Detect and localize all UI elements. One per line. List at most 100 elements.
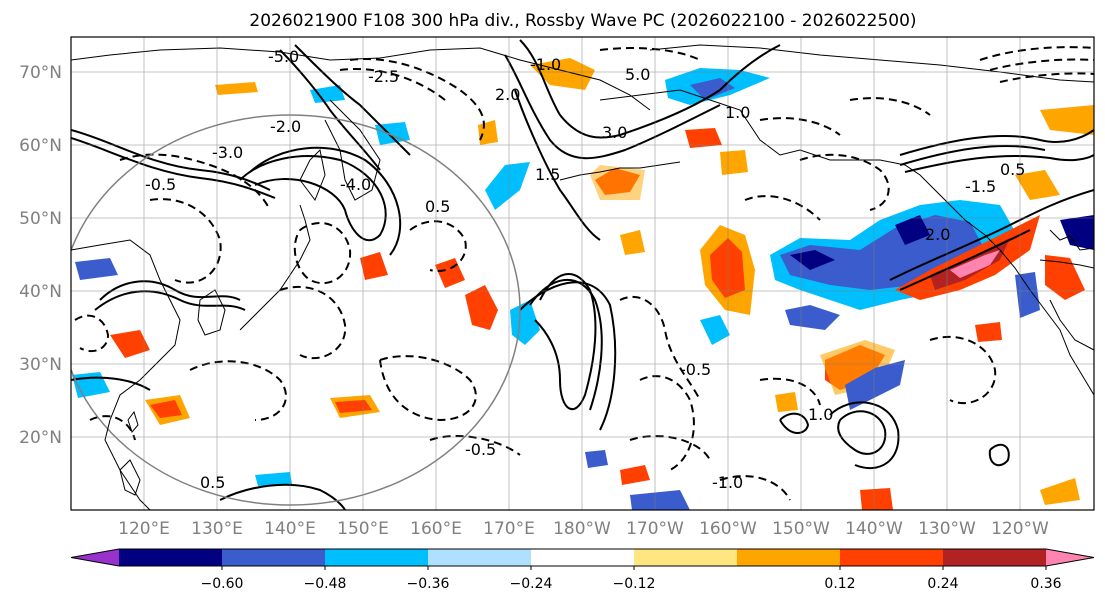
- colorbar-segment: [325, 549, 429, 566]
- contour-labels: -5.0 -2.5 -2.0 -3.0 -4.0 -1.0 -0.5 0.5 1…: [145, 47, 1025, 492]
- colorbar-segment: [119, 549, 223, 566]
- lat-label-60n: 60°N: [19, 136, 62, 156]
- contour-label: -4.0: [340, 175, 371, 194]
- contour-line: [837, 410, 887, 455]
- contour-line: [293, 221, 352, 285]
- positive-contours: [71, 39, 1094, 510]
- colorbar-segment: [840, 549, 944, 566]
- contour-label: 2.0: [495, 85, 520, 104]
- lon-label-120w: 120°W: [991, 519, 1049, 539]
- shade-blob: [720, 150, 748, 175]
- lon-label-170w: 170°W: [626, 519, 684, 539]
- shade-blob: [590, 165, 645, 200]
- shade-blob: [1015, 272, 1040, 318]
- contour-line: [849, 97, 931, 116]
- contour-line: [639, 375, 695, 471]
- lon-label-160w: 160°W: [699, 519, 757, 539]
- shade-blob: [620, 465, 650, 485]
- colorbar-extend-min: [71, 549, 119, 566]
- figure-title: 2026021900 F108 300 hPa div., Rossby Wav…: [249, 11, 916, 31]
- contour-line: [759, 117, 841, 136]
- colorbar-extend-max: [1046, 549, 1094, 566]
- lon-label-130w: 130°W: [918, 519, 976, 539]
- lon-label-160e: 160°E: [410, 519, 462, 539]
- contour-line: [899, 229, 1031, 291]
- colorbar-tick-label: −0.48: [304, 576, 347, 592]
- shade-blob: [465, 285, 498, 330]
- contour-line: [94, 290, 246, 311]
- contour-line: [409, 220, 467, 272]
- contour-label: -3.0: [212, 143, 243, 162]
- coastline-taiwan: [127, 410, 139, 433]
- colorbar-segment: [222, 549, 326, 566]
- contour-line: [779, 412, 810, 434]
- shade-blob: [785, 305, 840, 330]
- contour-label: 0.5: [425, 197, 450, 216]
- colorbar-tick-label: 0.24: [927, 576, 958, 592]
- contour-line: [379, 355, 477, 422]
- colorbar-outline: [70, 548, 1095, 567]
- shade-blob: [895, 215, 930, 245]
- negative-contours: [74, 46, 1094, 501]
- colorbar: −0.60−0.48−0.36−0.24−0.120.120.240.360.4…: [70, 548, 1095, 592]
- coastline-alaska: [599, 89, 1031, 291]
- contour-line: [744, 195, 821, 221]
- shade-blob: [530, 58, 595, 90]
- map-panel: -5.0 -2.5 -2.0 -3.0 -4.0 -1.0 -0.5 0.5 1…: [70, 36, 1095, 511]
- contour-label: 2.0: [925, 225, 950, 244]
- coastline-na-west: [1029, 289, 1094, 396]
- lon-label-140e: 140°E: [264, 519, 316, 539]
- lon-label-180w: 180°W: [553, 519, 611, 539]
- lon-label-170e: 170°E: [483, 519, 535, 539]
- contour-label: 5.0: [625, 65, 650, 84]
- coastlines: [71, 44, 1094, 510]
- shade-blob: [700, 315, 730, 345]
- contour-line: [899, 145, 1046, 166]
- shade-blob: [1040, 478, 1080, 505]
- shade-blob: [1045, 255, 1085, 300]
- shade-blob: [215, 82, 258, 95]
- contour-line: [119, 153, 271, 211]
- contour-label: 0.5: [200, 473, 225, 492]
- shade-blob: [690, 78, 735, 100]
- border-inland: [1049, 229, 1094, 251]
- contour-line: [519, 281, 617, 431]
- contour-line: [799, 153, 890, 211]
- shade-blob: [630, 490, 690, 510]
- colorbar-tick-label: 0.12: [824, 576, 855, 592]
- colorbar-tick-label: −0.60: [201, 576, 244, 592]
- contour-line: [74, 314, 110, 353]
- shade-blob: [685, 128, 722, 148]
- contour-line: [534, 273, 597, 410]
- contour-line: [929, 335, 997, 405]
- shade-blob: [1040, 105, 1094, 135]
- lon-label-130e: 130°E: [191, 519, 243, 539]
- colorbar-tick-label: −0.24: [510, 576, 553, 592]
- contour-line: [514, 89, 601, 241]
- shade-blob: [110, 330, 150, 358]
- shade-blob: [360, 252, 388, 280]
- contour-line: [189, 360, 287, 421]
- lon-label-140w: 140°W: [845, 519, 903, 539]
- lon-label-150e: 150°E: [337, 519, 389, 539]
- contour-line: [89, 415, 136, 441]
- contour-label: 3.0: [602, 123, 627, 142]
- shade-blob: [975, 322, 1002, 342]
- contour-line: [719, 475, 791, 501]
- shade-blob: [485, 162, 530, 210]
- coastline-siberia: [71, 47, 651, 111]
- contour-line: [504, 54, 721, 160]
- shade-blob: [1060, 215, 1094, 250]
- contour-label: 1.0: [725, 103, 750, 122]
- colorbar-tick-label: −0.36: [407, 576, 450, 592]
- shade-blob: [845, 360, 905, 410]
- coastline-japan: [239, 204, 311, 331]
- contour-line: [339, 68, 446, 101]
- contour-label: 1.0: [808, 405, 833, 424]
- colorbar-tick-label: −0.12: [613, 576, 656, 592]
- lat-label-30n: 30°N: [19, 355, 62, 375]
- contour-label: 0.5: [1000, 160, 1025, 179]
- coastline-aleutians: [559, 161, 681, 181]
- contour-label: -1.0: [530, 55, 561, 74]
